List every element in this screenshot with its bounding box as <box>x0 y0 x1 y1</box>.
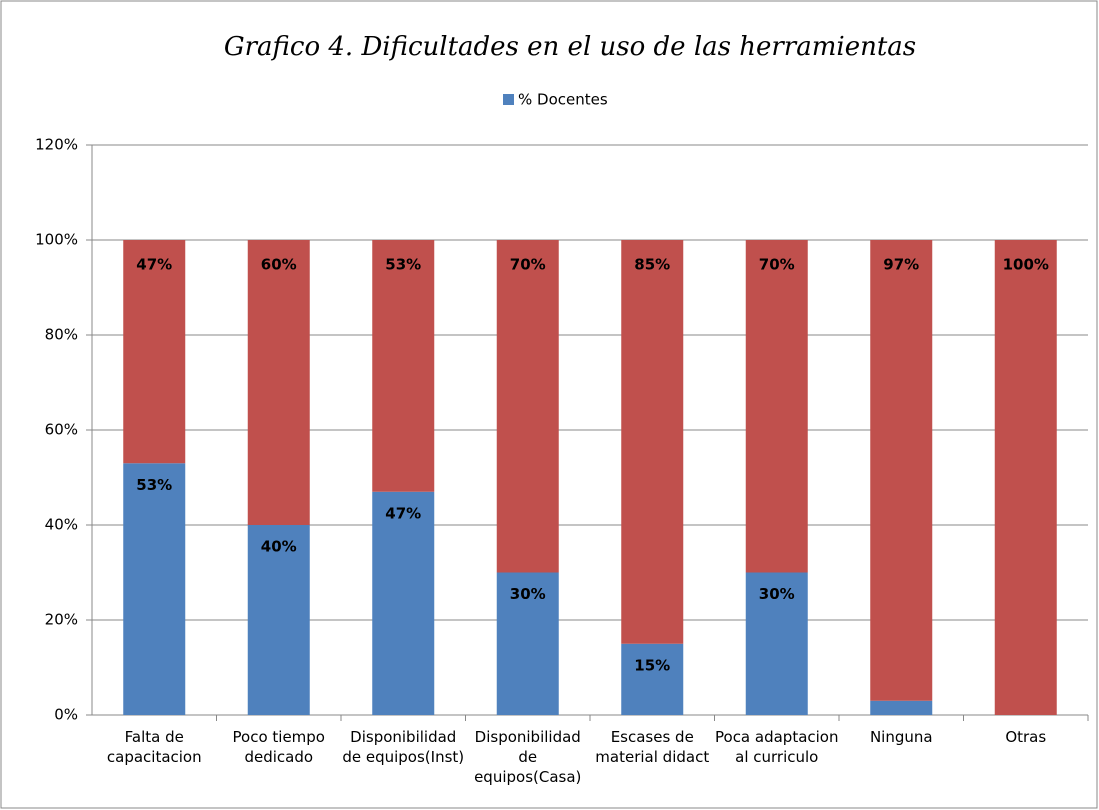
data-label: 100% <box>1003 256 1049 274</box>
bar-segment <box>870 240 933 701</box>
x-tick-label-box: Otras <box>1005 728 1047 746</box>
y-tick-label: 120% <box>35 136 78 154</box>
y-tick-label: 0% <box>54 706 78 724</box>
bar-segment <box>994 240 1057 715</box>
bar-segment <box>621 643 684 715</box>
bar-segment <box>496 240 559 573</box>
x-tick-label: Ninguna <box>869 728 933 746</box>
bar-segment <box>745 572 808 715</box>
y-tick-label: 80% <box>45 326 78 344</box>
bar-segment <box>247 240 310 525</box>
bar-segment <box>870 700 933 715</box>
legend-label: % Docentes <box>518 91 608 109</box>
x-tick-label-box: Poco tiempo dedicado <box>232 728 325 766</box>
chart-title: Grafico 4. Dificultades en el uso de las… <box>224 32 916 62</box>
bar-segment <box>745 240 808 573</box>
bar-segment <box>123 240 186 464</box>
y-tick-label: 100% <box>35 231 78 249</box>
x-tick-label: Otras <box>1005 728 1047 746</box>
data-label: 47% <box>385 504 421 522</box>
y-tick-label: 20% <box>45 611 78 629</box>
x-tick-label-box: Falta de capacitacion <box>106 728 202 766</box>
x-tick-label: Poco tiempo dedicado <box>232 728 325 766</box>
data-label: 40% <box>261 538 297 556</box>
data-label: 97% <box>883 256 919 274</box>
bar-segment <box>496 572 559 715</box>
x-tick-label-box: Disponibilidad de equipos(Casa) <box>474 728 582 786</box>
data-label: 85% <box>634 256 670 274</box>
bar-segment <box>372 491 435 715</box>
x-tick-label: Falta de capacitacion <box>106 728 202 766</box>
data-label: 47% <box>136 256 172 274</box>
y-tick-label: 60% <box>45 421 78 439</box>
x-tick-label: Disponibilidad de equipos(Inst) <box>342 728 465 766</box>
x-tick-label-box: Escases de material didact <box>595 728 710 766</box>
y-tick-label: 40% <box>45 516 78 534</box>
data-label: 15% <box>634 656 670 674</box>
data-label: 53% <box>385 256 421 274</box>
x-tick-label-box: Disponibilidad de equipos(Inst) <box>342 728 465 766</box>
bar-segment <box>123 463 186 715</box>
data-label: 70% <box>759 256 795 274</box>
x-tick-label-box: Poca adaptacion al curriculo <box>715 728 839 766</box>
bar-segment <box>372 240 435 492</box>
data-label: 60% <box>261 256 297 274</box>
data-label: 53% <box>136 476 172 494</box>
x-tick-label: Poca adaptacion al curriculo <box>715 728 839 766</box>
x-tick-label: Escases de material didact <box>595 728 710 766</box>
bar-segment <box>621 240 684 644</box>
data-label: 70% <box>510 256 546 274</box>
data-label: 30% <box>759 585 795 603</box>
legend-swatch <box>503 94 514 105</box>
data-label: 30% <box>510 585 546 603</box>
bar-segment <box>247 525 310 715</box>
x-tick-label: Disponibilidad de equipos(Casa) <box>474 728 582 786</box>
x-tick-label-box: Ninguna <box>869 728 933 746</box>
